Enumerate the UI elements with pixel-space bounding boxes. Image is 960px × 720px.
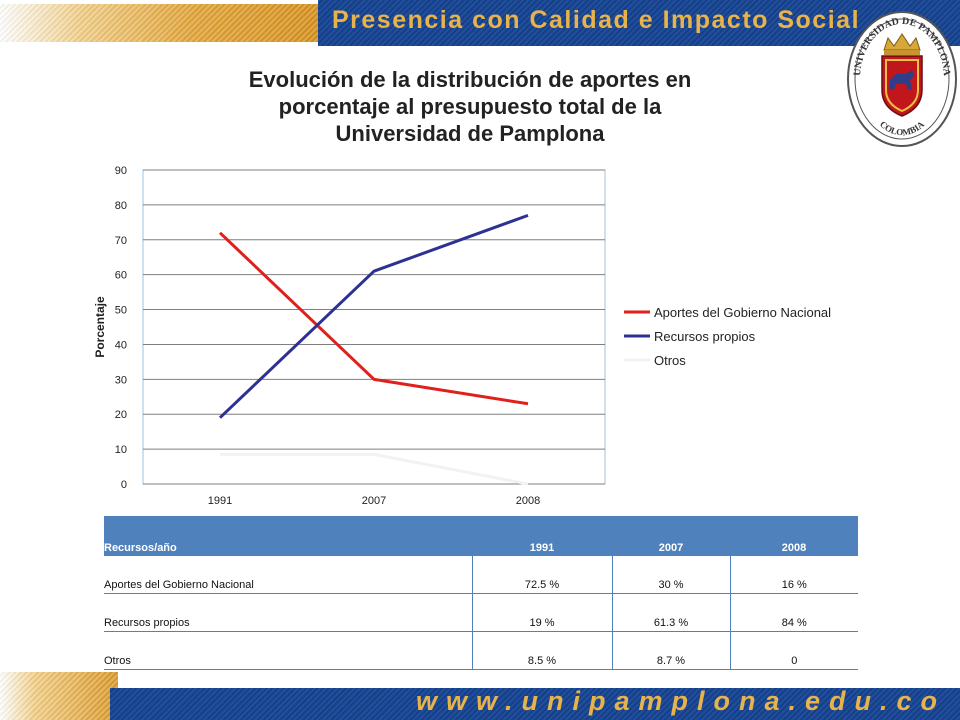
y-tick-label: 40	[115, 339, 127, 351]
table-row: Recursos propios 19 % 61.3 % 84 %	[104, 593, 858, 632]
legend-label: Aportes del Gobierno Nacional	[654, 305, 831, 320]
table-header-cell: 2007	[612, 516, 730, 556]
y-tick-label: 80	[115, 200, 127, 212]
chart-title: Evolución de la distribución de aportes …	[120, 66, 820, 147]
table-cell: Recursos propios	[104, 593, 472, 632]
table-cell: 16 %	[729, 556, 858, 594]
top-banner-blue-bar	[318, 0, 960, 46]
table-cell: Aportes del Gobierno Nacional	[104, 556, 472, 594]
x-tick-label: 2008	[516, 495, 540, 507]
table-cell: 0	[729, 631, 858, 670]
bottom-banner-blue-bar	[110, 688, 960, 720]
y-axis-title: Porcentaje	[93, 296, 107, 358]
table-cell: 8.5 %	[471, 631, 612, 670]
footer-url: www.unipamplona.edu.co	[416, 686, 947, 716]
university-seal-logo: UNIVERSIDAD DE PAMPLONA COLOMBIA	[847, 11, 957, 147]
y-tick-label: 20	[115, 409, 127, 421]
y-tick-label: 70	[115, 235, 127, 247]
table-header-cell: Recursos/año	[104, 516, 472, 556]
plot-area	[142, 169, 606, 485]
table-cell: 72.5 %	[471, 556, 612, 594]
table-cell: 84 %	[729, 593, 858, 632]
table-cell: 8.7 %	[611, 631, 730, 670]
line-chart: 0 10 20 30 40 50 60 70 80 90 1991 2007 2008 Porcentaj…	[93, 165, 831, 507]
chart-title-line-1: Evolución de la distribución de aportes …	[248, 67, 692, 92]
table-cell: 19 %	[471, 593, 612, 632]
y-tick-label: 50	[115, 305, 127, 317]
table-header-cell: 2008	[730, 516, 858, 556]
table-row: Aportes del Gobierno Nacional 72.5 % 30 …	[104, 556, 858, 594]
top-banner-gold-stripe	[0, 4, 320, 42]
chart-title-line-2: porcentaje al presupuesto total de la	[278, 94, 662, 119]
table-cell: 61.3 %	[611, 593, 730, 632]
banner-title: Presencia con Calidad e Impacto Social	[332, 6, 861, 34]
y-tick-label: 0	[121, 479, 127, 491]
top-banner: Presencia con Calidad e Impacto Social	[0, 0, 960, 46]
chart-title-line-3: Universidad de Pamplona	[335, 121, 605, 146]
y-tick-label: 30	[115, 374, 127, 386]
table-cell: Otros	[104, 631, 472, 670]
table-header-cell: 1991	[472, 516, 612, 556]
series-line	[220, 452, 529, 486]
legend-label: Otros	[654, 353, 686, 368]
table-row: Otros 8.5 % 8.7 % 0	[104, 631, 858, 670]
legend-label: Recursos propios	[654, 329, 756, 344]
y-tick-label: 10	[115, 444, 127, 456]
series-line	[218, 213, 529, 419]
table-cell: 30 %	[611, 556, 730, 594]
data-table: Recursos/año 1991 2007 2008 Aportes del …	[104, 516, 858, 670]
bottom-banner-gold-stripe	[0, 672, 118, 720]
y-tick-label: 60	[115, 270, 127, 282]
y-tick-label: 90	[115, 165, 127, 177]
series-line	[218, 231, 529, 406]
x-tick-label: 2007	[362, 495, 386, 507]
table-header-row: Recursos/año 1991 2007 2008	[104, 516, 858, 556]
x-tick-label: 1991	[208, 495, 232, 507]
